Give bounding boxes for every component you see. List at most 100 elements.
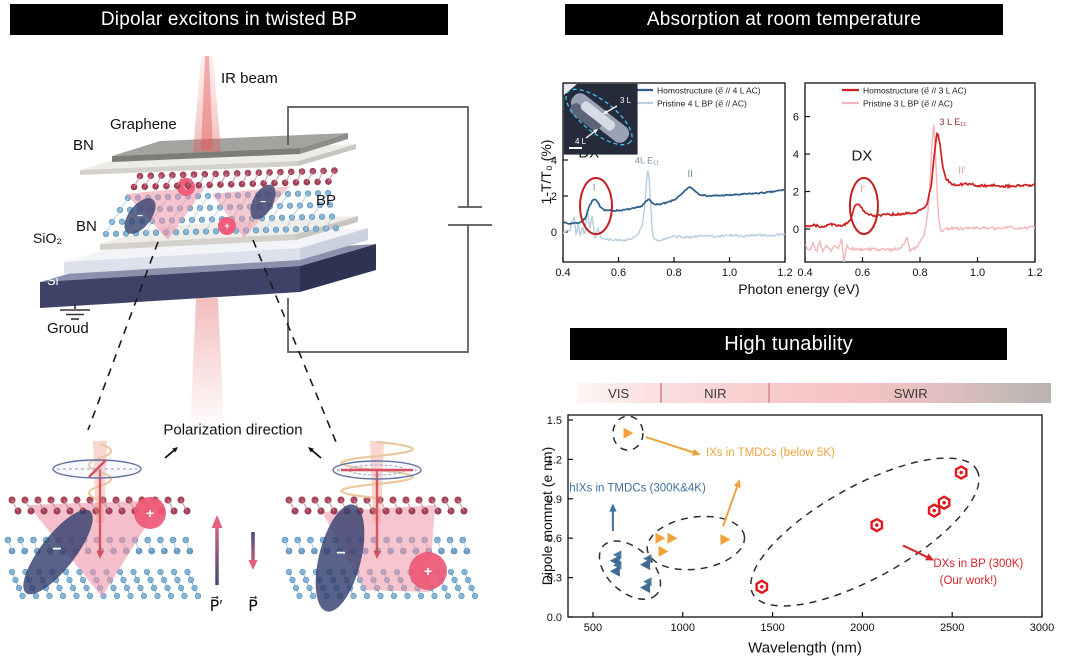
svg-text: 0.8 [666,267,681,279]
svg-text: 0.6 [611,267,626,279]
scatter-point [658,545,669,557]
absorption-xlabel: Photon energy (eV) [738,281,860,297]
svg-text: I′ [860,184,865,195]
svg-text: 4 [793,149,799,161]
zoom-line-left [87,241,159,431]
chart-spectrum-3L-homostructure: 0.4 0.6 0.8 1.0 1.2 0 2 4 6 Homostructure (e⃗ // … [793,82,1043,279]
svg-text: − [137,211,143,222]
svg-text: I [593,183,596,194]
bn-top-label: BN [73,137,94,154]
svg-text: 500 [584,622,602,634]
svg-text: 2000 [850,622,874,634]
svg-text: 0.9 [547,494,562,506]
band-nir: NIR [660,383,768,403]
microscope-inset: 3 L 4 L [563,83,638,155]
band-swir: SWIR [768,383,1051,403]
svg-text: 2 [793,187,799,199]
svg-text: 1.2 [1027,267,1042,279]
svg-text: II [687,169,693,180]
scatter-point [954,465,968,480]
banner-absorption-title: Absorption at room temperature [646,8,922,30]
ground-symbol [60,303,90,320]
tunability-xlabel: Wavelength (nm) [748,639,862,657]
scatter-point [667,532,678,544]
svg-text: Homostructure (e⃗ // 4 L AC) [657,86,761,96]
device-excitons: +−−+ [124,178,290,240]
ground-label: Groud [47,320,89,337]
svg-text: − [260,197,266,208]
svg-text: 2 [551,191,557,203]
svg-text: 1.5 [547,415,562,427]
svg-text: + [146,505,154,521]
svg-text: + [224,221,229,231]
svg-text: Pristine 3 L BP (e⃗ // AC) [863,99,953,109]
svg-text: − [336,545,345,562]
polarization-label: Polarization direction [163,421,303,439]
tunability-ylabel: Dipole momnet (e nm) [539,446,555,586]
scatter-point [609,560,622,577]
device-illustration: +−−+ [40,56,492,459]
graphene-lattice [130,167,338,191]
graphene-label: Graphene [110,116,177,133]
svg-text: 3 L [620,96,632,105]
svg-text: 0.4 [797,267,812,279]
dx-circle [579,177,614,236]
svg-text: 4 [551,155,557,167]
svg-text: 0 [551,227,557,239]
p-prime-label: P⃗′ [209,598,223,615]
svg-text: 4 L [575,137,587,146]
scatter-point [927,503,941,518]
svg-text: 1.2 [547,454,562,466]
svg-text: 1.2 [777,267,792,279]
dipole-arrows [211,515,258,585]
absorption-ylabel: 1-T/T₀ (%) [538,139,554,205]
svg-text: hIXs in TMDCs (300K&4K) [569,483,706,495]
banner-tunability: High tunability [570,328,1007,360]
svg-text: 1.0 [722,267,737,279]
chart-dipole-moment-vs-wavelength: 500 1000 1500 2000 2500 3000 0.0 0.3 0.6 0.9 1.2 1.… [547,414,1054,634]
banner-tunability-title: High tunability [724,332,853,355]
p-label: P⃗ [248,598,258,615]
series-1 [805,124,1035,262]
svg-text: 0.4 [555,267,570,279]
ir-beam [193,56,221,152]
scatter-point [870,517,884,533]
svg-text: IXs in TMDCs (below 5K) [706,447,835,459]
group-ellipse [612,415,644,451]
circuit-wire [287,106,492,353]
si-label: Si [47,273,59,288]
group-ellipse [598,540,662,600]
group-ellipse [646,515,746,571]
svg-text: 1000 [671,622,695,634]
svg-text: DX [852,148,873,165]
banner-device-title: Dipolar excitons in twisted BP [100,8,358,30]
svg-text: 0.3 [547,573,562,585]
svg-text: 0.8 [912,267,927,279]
exciton-structure-left: +− [4,441,202,600]
svg-text: 4L E₁₁ [635,156,659,166]
svg-text: Homostructure (e⃗ // 3 L AC) [863,86,967,96]
group-ellipse [750,457,980,607]
spectral-band-bar: VIS NIR SWIR [577,383,1051,403]
svg-text: + [424,563,432,579]
scatter-point [623,427,634,439]
scatter-point [755,579,769,595]
svg-text: − [52,541,61,558]
dx-circle [848,176,879,235]
scatter-point [655,532,666,544]
svg-text: (Our work!) [940,575,998,587]
scatter-point [640,577,652,594]
scatter-point [640,554,652,571]
svg-text: Pristine 4 L BP (e⃗ // AC) [657,99,747,109]
svg-text: 2500 [940,622,964,634]
zoom-line-right [252,239,337,443]
banner-absorption: Absorption at room temperature [565,4,1003,35]
svg-text: 0 [793,224,799,236]
scatter-point [937,495,951,511]
bp-label: BP [316,192,337,209]
svg-text: 1500 [760,622,784,634]
banner-device: Dipolar excitons in twisted BP [10,4,448,35]
ir-beam-label: IR beam [221,70,278,87]
